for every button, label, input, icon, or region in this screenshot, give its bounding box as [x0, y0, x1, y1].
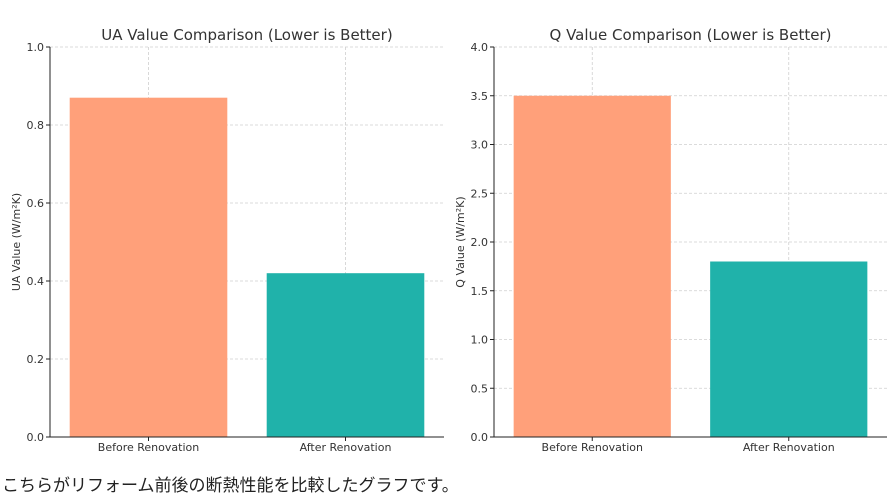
- ua-ytick-label-1: 0.2: [27, 353, 45, 366]
- q-y-axis-label: Q Value (W/m²K): [454, 196, 467, 287]
- q-xtick-label-0: Before Renovation: [542, 441, 643, 454]
- charts-figure: 0.0 0.2 0.4 0.6 0.8 1.0 Before Renovation After…: [10, 26, 887, 454]
- q-xtick-label-1: After Renovation: [743, 441, 835, 454]
- q-ytick-label-6: 3.0: [471, 139, 489, 152]
- ua-bar-after: [266, 273, 425, 437]
- ua-xtick-label-1: After Renovation: [300, 441, 392, 454]
- ua-y-axis-label: UA Value (W/m²K): [10, 193, 23, 291]
- q-ytick-label-1: 0.5: [471, 382, 489, 395]
- ua-ytick-label-0: 0.0: [27, 431, 45, 444]
- ua-ytick-label-4: 0.8: [27, 119, 45, 132]
- q-ytick-label-3: 1.5: [471, 285, 489, 298]
- q-bar-before: [513, 95, 671, 437]
- ua-bar-before: [69, 97, 228, 437]
- ua-ytick-label-2: 0.4: [27, 275, 45, 288]
- caption-text: こちらがリフォーム前後の断熱性能を比較したグラフです。: [2, 476, 459, 496]
- ua-xtick-label-0: Before Renovation: [98, 441, 199, 454]
- q-bar-after: [710, 261, 868, 437]
- q-chart-title: Q Value Comparison (Lower is Better): [550, 26, 832, 44]
- ua-chart-title: UA Value Comparison (Lower is Better): [101, 26, 392, 44]
- ua-ytick-label-5: 1.0: [27, 41, 45, 54]
- q-ytick-label-2: 1.0: [471, 334, 489, 347]
- q-ytick-label-8: 4.0: [471, 41, 489, 54]
- q-ytick-label-0: 0.0: [471, 431, 489, 444]
- ua-ytick-label-3: 0.6: [27, 197, 45, 210]
- q-ytick-label-5: 2.5: [471, 187, 489, 200]
- q-ytick-label-4: 2.0: [471, 236, 489, 249]
- q-ytick-label-7: 3.5: [471, 90, 489, 103]
